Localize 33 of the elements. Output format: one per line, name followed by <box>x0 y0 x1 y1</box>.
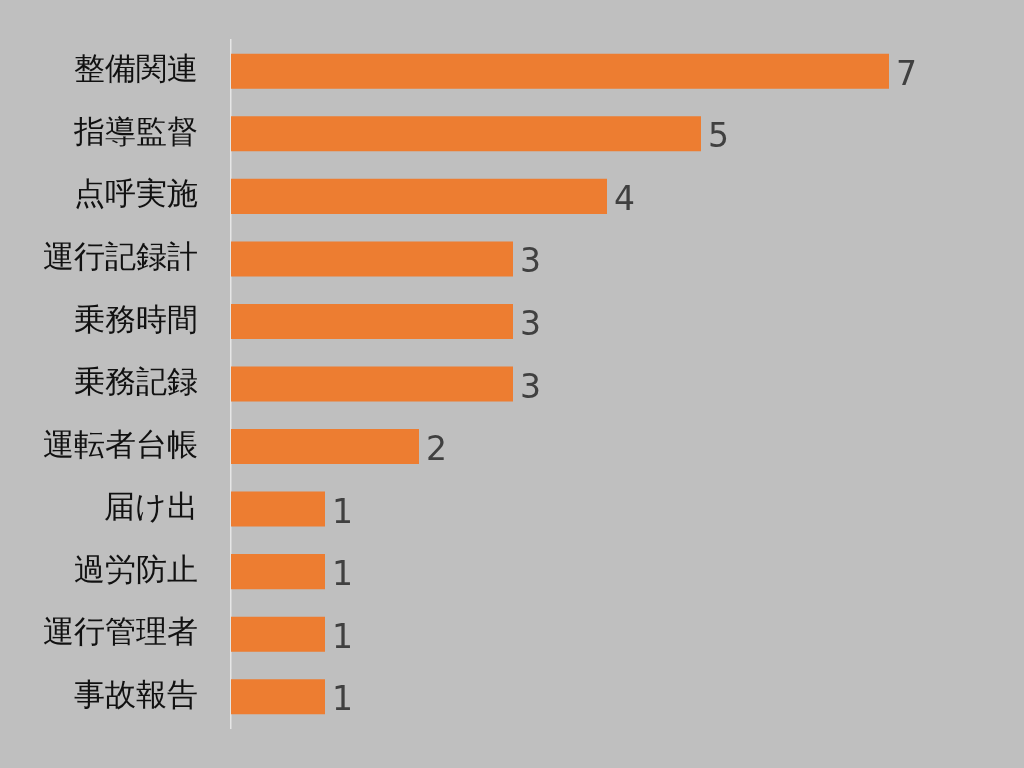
y-tick-label: 運転者台帳 <box>43 425 198 462</box>
y-tick-label: 事故報告 <box>74 675 198 712</box>
bar <box>231 491 325 527</box>
data-label: 7 <box>896 53 917 93</box>
bar <box>231 554 325 590</box>
y-tick-label: 乗務記録 <box>74 363 198 400</box>
y-tick-label: 乗務時間 <box>74 300 198 337</box>
data-label: 1 <box>332 554 353 594</box>
y-tick-label: 指導監督 <box>73 112 198 149</box>
bar <box>231 178 607 214</box>
data-label: 5 <box>708 116 729 156</box>
bar <box>231 303 513 339</box>
data-label: 3 <box>520 366 541 406</box>
y-tick-label: 運行記録計 <box>43 237 198 274</box>
bar <box>231 116 701 152</box>
data-label: 1 <box>332 616 353 656</box>
data-label: 2 <box>426 429 447 469</box>
y-tick-label: 過労防止 <box>74 550 198 587</box>
data-label: 1 <box>332 679 353 719</box>
y-tick-label: 届け出 <box>104 488 198 525</box>
data-label: 4 <box>614 178 635 218</box>
bar <box>231 366 513 402</box>
data-label: 3 <box>520 241 541 281</box>
bar <box>231 429 419 465</box>
y-tick-label: 整備関連 <box>74 50 198 87</box>
y-tick-label: 点呼実施 <box>74 175 198 212</box>
bar <box>231 53 889 89</box>
y-tick-label: 運行管理者 <box>43 613 198 650</box>
bar <box>231 679 325 715</box>
bar <box>231 616 325 652</box>
data-label: 3 <box>520 304 541 344</box>
bar <box>231 241 513 277</box>
data-label: 1 <box>332 491 353 531</box>
